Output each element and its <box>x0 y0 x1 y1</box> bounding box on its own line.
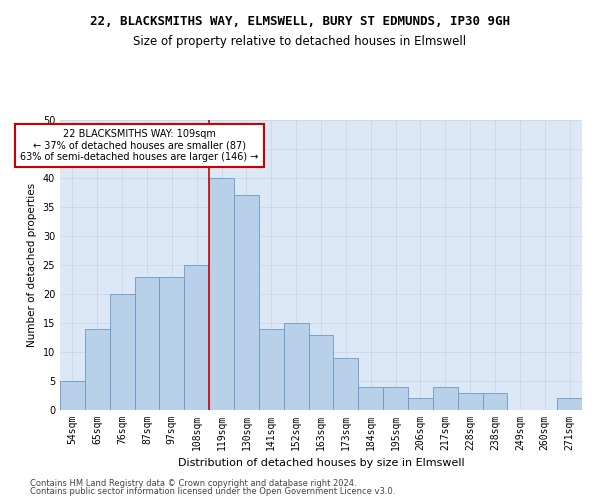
Text: Contains public sector information licensed under the Open Government Licence v3: Contains public sector information licen… <box>30 487 395 496</box>
Bar <box>482 392 508 410</box>
Bar <box>85 329 110 410</box>
Bar <box>209 178 234 410</box>
Bar <box>160 276 184 410</box>
Bar <box>60 381 85 410</box>
Bar <box>110 294 134 410</box>
Bar <box>308 334 334 410</box>
Bar <box>557 398 582 410</box>
Y-axis label: Number of detached properties: Number of detached properties <box>27 183 37 347</box>
Bar <box>284 323 308 410</box>
Bar <box>458 392 482 410</box>
Bar <box>334 358 358 410</box>
Bar <box>433 387 458 410</box>
Bar <box>134 276 160 410</box>
Bar <box>234 196 259 410</box>
Text: 22, BLACKSMITHS WAY, ELMSWELL, BURY ST EDMUNDS, IP30 9GH: 22, BLACKSMITHS WAY, ELMSWELL, BURY ST E… <box>90 15 510 28</box>
Bar <box>408 398 433 410</box>
Bar <box>383 387 408 410</box>
Bar <box>358 387 383 410</box>
Text: Contains HM Land Registry data © Crown copyright and database right 2024.: Contains HM Land Registry data © Crown c… <box>30 478 356 488</box>
Bar <box>259 329 284 410</box>
Bar <box>184 265 209 410</box>
Text: Size of property relative to detached houses in Elmswell: Size of property relative to detached ho… <box>133 35 467 48</box>
Text: 22 BLACKSMITHS WAY: 109sqm
← 37% of detached houses are smaller (87)
63% of semi: 22 BLACKSMITHS WAY: 109sqm ← 37% of deta… <box>20 128 259 162</box>
X-axis label: Distribution of detached houses by size in Elmswell: Distribution of detached houses by size … <box>178 458 464 468</box>
